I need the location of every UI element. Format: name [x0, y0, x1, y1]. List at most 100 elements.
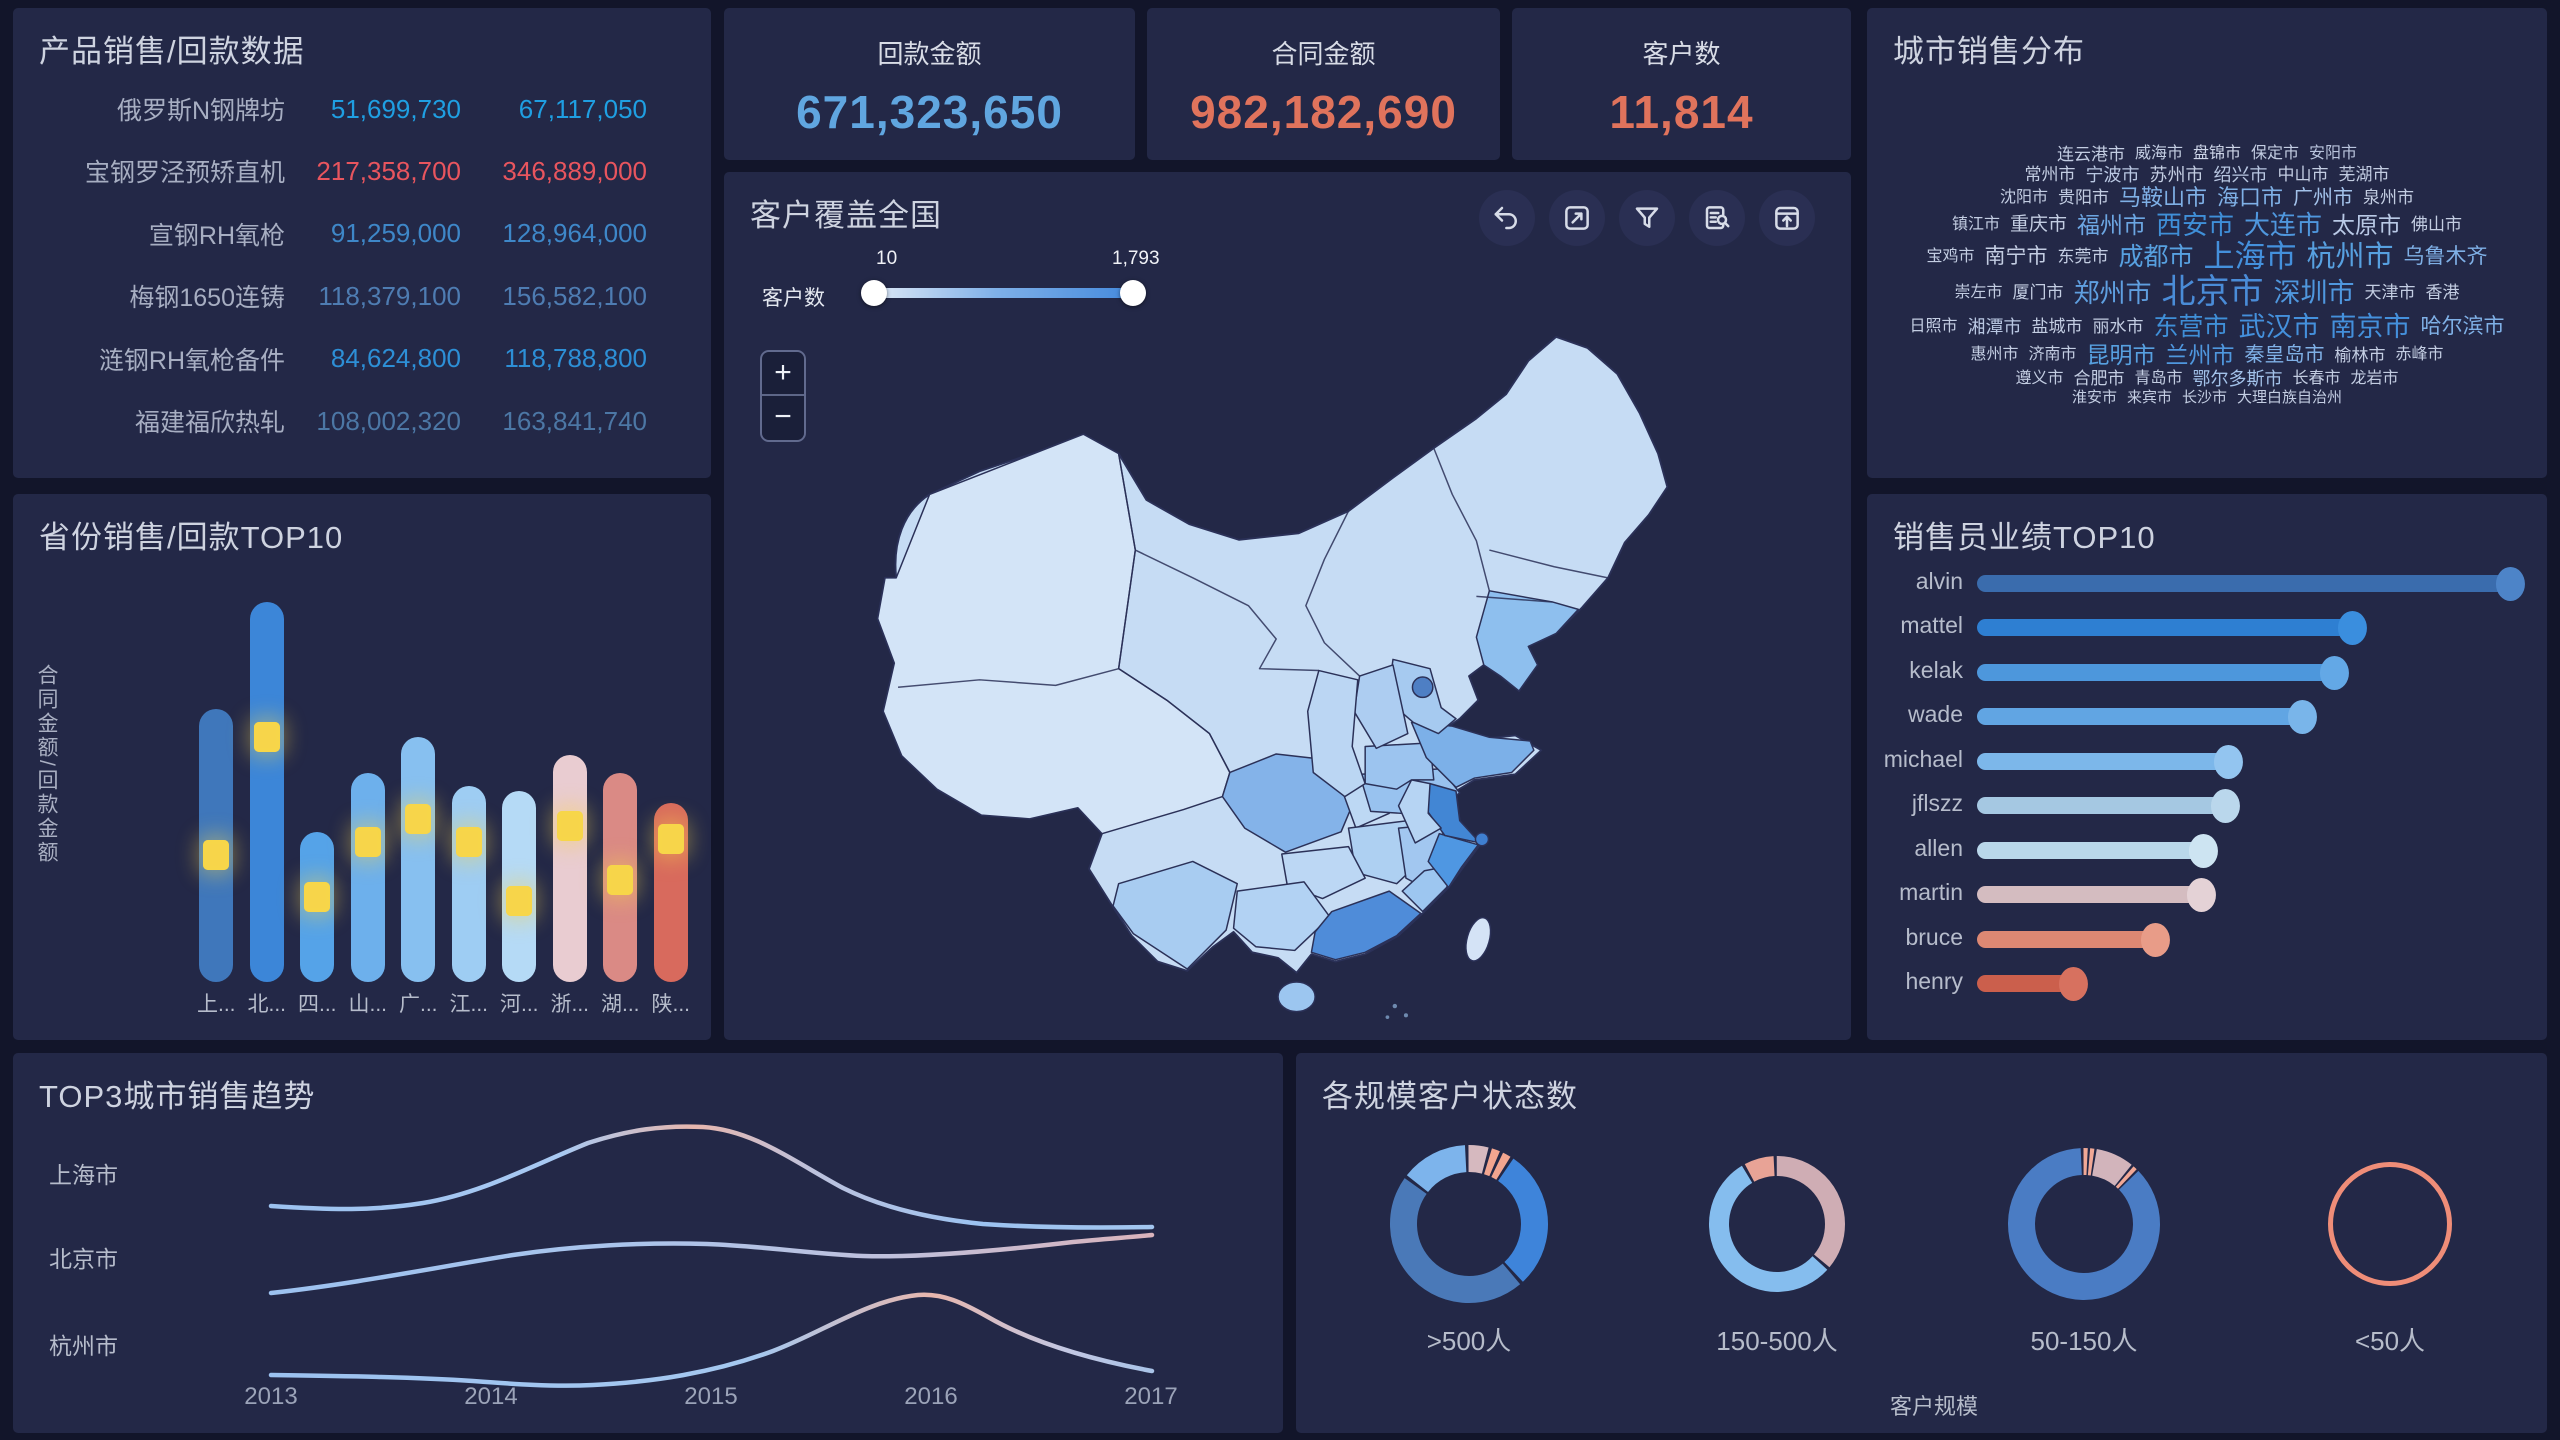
x-axis-label: 河... — [499, 993, 539, 1016]
zoom-in-button[interactable]: + — [762, 352, 804, 396]
donut-segment — [1709, 1156, 1845, 1292]
word-cloud-word: 湘潭市 — [1967, 316, 2022, 337]
payback-marker — [607, 865, 634, 895]
salesperson-name: kelak — [1909, 657, 1963, 683]
province-bar — [401, 737, 436, 982]
province-bar — [502, 791, 537, 982]
slider-handle-max[interactable] — [1120, 280, 1146, 306]
word-cloud-word: 保定市 — [2251, 145, 2300, 163]
word-cloud-word: 重庆市 — [2009, 214, 2067, 236]
panel-title: 销售员业绩TOP10 — [1893, 520, 2156, 555]
donut-segment — [2008, 1148, 2160, 1300]
trend-year-label: 2014 — [464, 1383, 518, 1410]
undo-icon[interactable] — [1479, 190, 1535, 246]
word-cloud-word: 宁波市 — [2085, 164, 2140, 185]
payback-marker — [354, 827, 381, 857]
sales-bar — [1977, 877, 2216, 912]
word-cloud-word: 郑州市 — [2073, 277, 2152, 308]
china-map[interactable] — [814, 272, 1794, 1032]
x-axis-label: 湖... — [600, 993, 640, 1016]
salesperson-name: allen — [1914, 835, 1963, 861]
south-sea-islands — [1385, 1003, 1408, 1020]
word-cloud-row: 镇江市 重庆市 福州市 西安市 大连市 太原市 佛山市 — [1885, 211, 2529, 239]
province-bar — [199, 709, 234, 982]
trend-city-label: 杭州市 — [49, 1333, 118, 1359]
payback-marker — [405, 804, 432, 834]
word-cloud-word: 马鞍山市 — [2118, 185, 2207, 211]
province-liaoning — [1475, 590, 1580, 692]
word-cloud-word: 惠州市 — [1970, 346, 2019, 364]
word-cloud-word: 绍兴市 — [2213, 164, 2268, 185]
word-cloud-word: 成都市 — [2118, 243, 2194, 272]
word-cloud-row: 崇左市 厦门市 郑州市 北京市 深圳市 天津市 香港 — [1885, 275, 2529, 311]
x-axis-label: 四... — [297, 993, 337, 1016]
contract-value: 346,889,000 — [502, 155, 647, 186]
word-cloud-word: 沈阳市 — [1999, 188, 2048, 206]
province-bar-chart — [191, 558, 696, 982]
word-cloud-word: 连云港市 — [2056, 144, 2125, 164]
word-cloud-word: 苏州市 — [2149, 164, 2204, 185]
trend-line-shanghai — [268, 1124, 1155, 1230]
product-name: 福建福欣热轧 — [134, 409, 285, 437]
province-guangxi — [1232, 881, 1331, 952]
province-top10-panel: 省份销售/回款TOP10 合同金额/回款金额 上... 北... 四... 山... 广… — [13, 494, 711, 1040]
open-in-new-icon[interactable] — [1549, 190, 1605, 246]
payback-value: 84,624,800 — [330, 343, 461, 374]
kpi-value: 11,814 — [1609, 86, 1754, 138]
export-icon[interactable] — [1759, 190, 1815, 246]
customer-count-slider[interactable] — [874, 288, 1146, 298]
word-cloud-word: 长沙市 — [2182, 389, 2228, 407]
word-cloud-row: 淮安市 来宾市 长沙市 大理白族自治州 — [1885, 390, 2529, 406]
trend-year-label: 2016 — [904, 1383, 958, 1410]
trend-year-label: 2013 — [244, 1383, 298, 1410]
salesperson-name: wade — [1908, 701, 1963, 727]
word-cloud-row: 惠州市 济南市 昆明市 兰州市 秦皇岛市 榆林市 赤峰市 — [1885, 343, 2529, 367]
map-panel: 客户覆盖全国 客户数 10 1,793 + − — [724, 172, 1851, 1040]
word-cloud-word: 杭州市 — [2306, 240, 2394, 273]
sales-row: kelak — [1867, 653, 2547, 693]
contract-value: 128,964,000 — [502, 218, 647, 249]
bar-slot — [343, 558, 394, 982]
payback-marker — [304, 882, 331, 912]
donut-charts: >500人 150-500人 50-150人 <50人 — [1296, 1053, 2547, 1433]
filter-icon[interactable] — [1619, 190, 1675, 246]
salesperson-name: michael — [1883, 746, 1963, 772]
product-name: 宣钢RH氧枪 — [148, 221, 285, 250]
word-cloud-word: 佛山市 — [2411, 215, 2463, 235]
map-zoom-controls: + − — [760, 350, 806, 442]
word-cloud-word: 常州市 — [2024, 165, 2076, 185]
province-guangdong — [1310, 890, 1422, 961]
zoom-out-button[interactable]: − — [762, 396, 804, 440]
province-bar — [249, 602, 284, 982]
slider-handle-min[interactable] — [861, 280, 887, 306]
sales-bar — [1977, 566, 2525, 601]
donut-chart — [1390, 1145, 1548, 1303]
donut-label: >500人 — [1426, 1326, 1512, 1356]
sales-row: allen — [1867, 831, 2547, 871]
donut-segment — [2008, 1148, 2160, 1300]
word-cloud-word: 广州市 — [2293, 186, 2354, 209]
word-cloud-word: 遵义市 — [2015, 369, 2064, 387]
salesperson-name: bruce — [1905, 924, 1963, 950]
payback-marker — [253, 722, 280, 752]
sales-bar-dot — [2337, 610, 2367, 645]
word-cloud-word: 福州市 — [2077, 212, 2146, 239]
contract-value: 163,841,740 — [502, 405, 647, 436]
word-cloud-word: 日照市 — [1909, 317, 1958, 335]
data-view-icon[interactable] — [1689, 190, 1745, 246]
trend-panel: TOP3城市销售趋势 上海市 北京市 杭州市 2013 2014 2015 2016 201… — [13, 1053, 1283, 1433]
payback-value: 51,699,730 — [330, 93, 461, 124]
x-axis-title: 客户规模 — [1889, 1394, 1978, 1419]
trend-line-chart — [268, 1124, 1155, 1388]
sales-bar-dot — [2213, 744, 2243, 779]
kpi-card-payback: 回款金额 671,323,650 — [724, 8, 1135, 160]
word-cloud-word: 宝鸡市 — [1926, 247, 1975, 265]
sales-row: martin — [1867, 875, 2547, 915]
trend-year-label: 2017 — [1124, 1383, 1178, 1410]
trend-line-hangzhou — [268, 1292, 1155, 1388]
payback-value: 217,358,700 — [316, 155, 461, 186]
x-axis-label: 山... — [348, 993, 387, 1016]
word-cloud-word: 丽水市 — [2092, 317, 2144, 337]
province-bar — [552, 755, 587, 982]
product-sales-panel: 产品销售/回款数据 俄罗斯N钢牌坊 51,699,730 67,117,050 宝钢罗… — [13, 8, 711, 478]
